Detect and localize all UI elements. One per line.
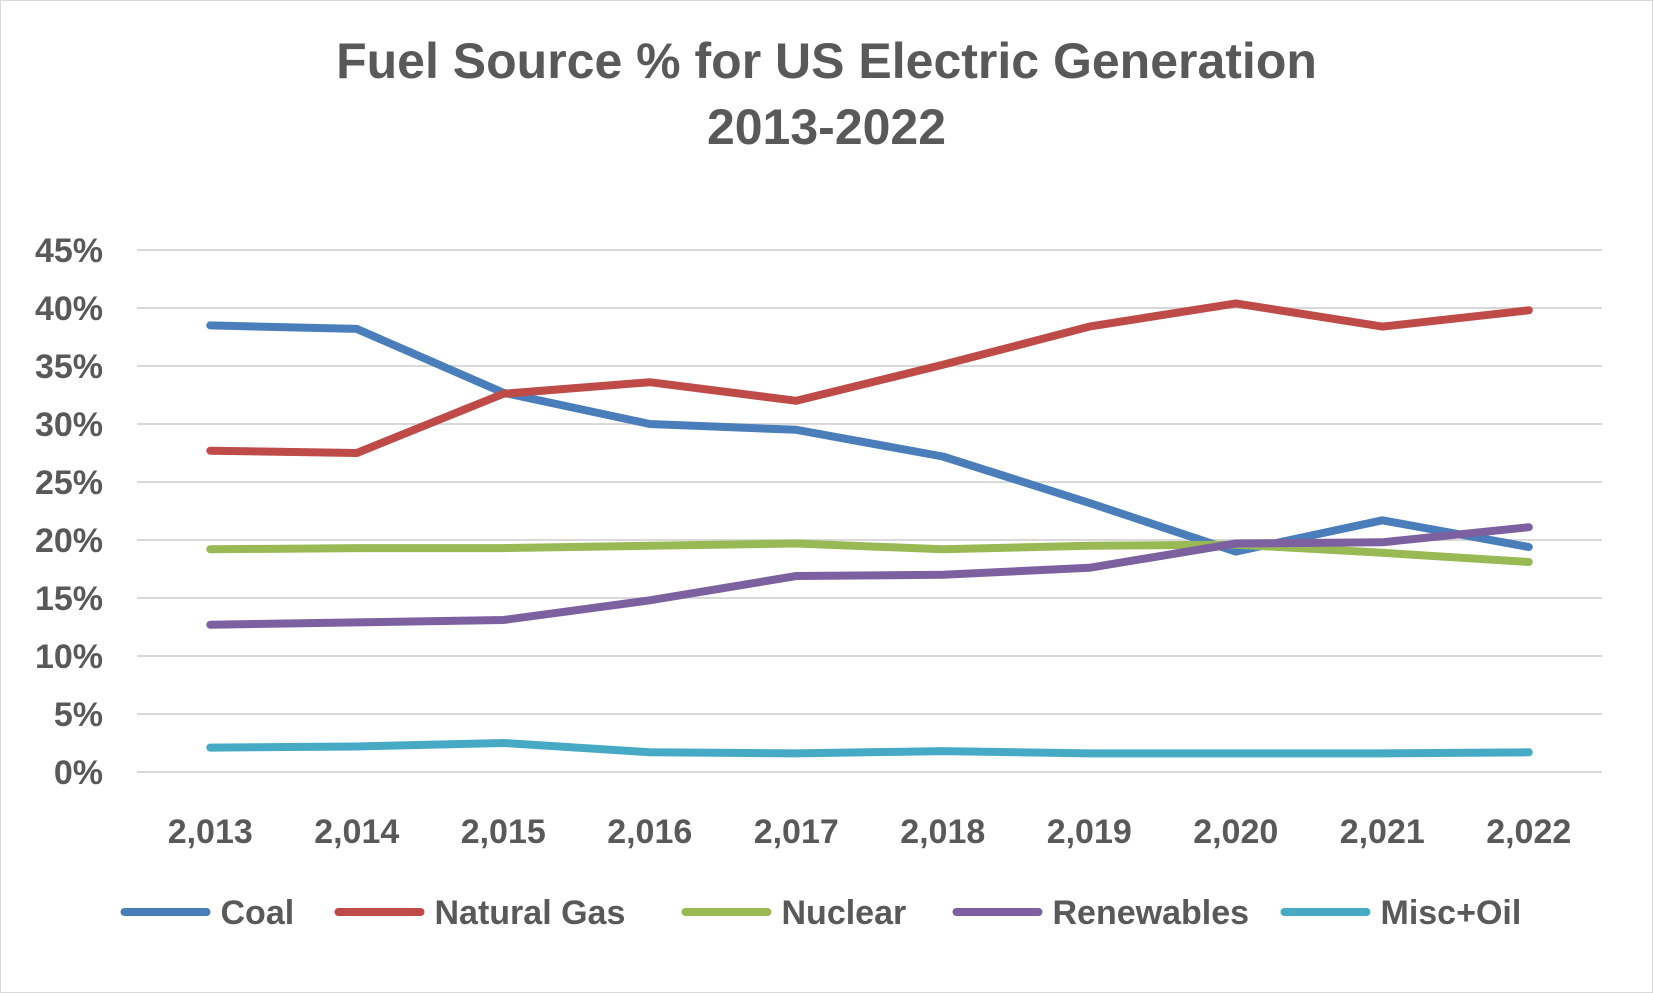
x-tick-label: 2,019 xyxy=(1047,813,1132,851)
x-tick-label: 2,013 xyxy=(168,813,253,851)
y-tick-label: 35% xyxy=(35,348,103,386)
legend-label-natural-gas: Natural Gas xyxy=(435,894,626,932)
y-tick-label: 0% xyxy=(54,754,103,792)
gridlines xyxy=(137,249,1602,773)
series-line-coal xyxy=(206,321,1533,556)
chart-title-line-2: 2013-2022 xyxy=(706,99,947,155)
legend-label-nuclear: Nuclear xyxy=(782,894,907,932)
x-tick-label: 2,022 xyxy=(1486,813,1571,851)
y-axis-tick-labels: 0% 5% 10% 15% 20% 25% 30% 35% 40% 45% xyxy=(35,232,103,792)
x-axis-tick-labels: 2,013 2,014 2,015 2,016 2,017 2,018 2,019 2,020… xyxy=(168,813,1572,851)
x-tick-label: 2,018 xyxy=(900,813,985,851)
series-line-misc-oil xyxy=(206,739,1533,758)
x-tick-label: 2,014 xyxy=(314,813,399,851)
x-tick-label: 2,017 xyxy=(754,813,839,851)
chart-title-line-1: Fuel Source % for US Electric Generation xyxy=(336,33,1317,89)
y-tick-label: 30% xyxy=(35,406,103,444)
y-tick-label: 45% xyxy=(35,232,103,270)
y-tick-label: 15% xyxy=(35,580,103,618)
legend-label-renewables: Renewables xyxy=(1053,894,1250,932)
x-tick-label: 2,020 xyxy=(1193,813,1278,851)
series-line-nuclear xyxy=(206,539,1533,566)
y-tick-label: 40% xyxy=(35,290,103,328)
series-line-renewables xyxy=(206,523,1533,629)
y-tick-label: 5% xyxy=(54,696,103,734)
legend-label-coal: Coal xyxy=(221,894,295,932)
y-tick-label: 25% xyxy=(35,464,103,502)
legend: Coal Natural Gas Nuclear Renewables Misc+Oil xyxy=(120,894,1522,932)
series-line-natural-gas xyxy=(206,299,1533,457)
legend-label-misc-oil: Misc+Oil xyxy=(1381,894,1522,932)
x-tick-label: 2,021 xyxy=(1340,813,1425,851)
y-tick-label: 20% xyxy=(35,522,103,560)
y-tick-label: 10% xyxy=(35,638,103,676)
x-tick-label: 2,016 xyxy=(607,813,692,851)
x-tick-label: 2,015 xyxy=(461,813,546,851)
chart-title: Fuel Source % for US Electric Generation… xyxy=(0,28,1653,160)
series-lines xyxy=(206,299,1533,758)
